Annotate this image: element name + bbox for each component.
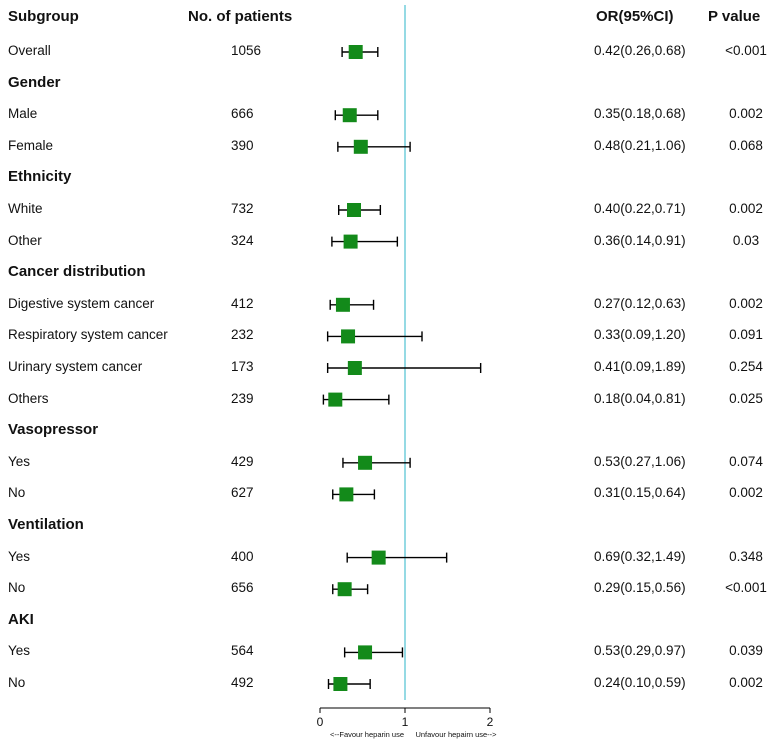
row-patients: 656 — [231, 580, 254, 596]
row-patients: 492 — [231, 675, 254, 690]
row-patients: 390 — [231, 137, 254, 153]
header-or: OR(95%CI) — [596, 8, 674, 25]
row-patients: 232 — [231, 327, 254, 343]
or-marker — [333, 677, 348, 691]
row-pvalue: 0.03 — [732, 232, 760, 248]
unfavour-note: Unfavour hepairn use--> — [415, 730, 497, 739]
row-or-ci: 0.53(0.27,1.06) — [594, 453, 686, 469]
row-label: Yes — [8, 548, 31, 564]
row-patients: 666 — [231, 106, 254, 122]
row-or-ci: 0.36(0.14,0.91) — [594, 232, 686, 248]
or-marker — [371, 550, 386, 565]
or-marker — [348, 45, 363, 59]
group-label: Ventilation — [8, 516, 84, 533]
or-marker — [353, 139, 368, 154]
row-label: White — [8, 201, 43, 216]
row-patients: 239 — [231, 390, 254, 406]
row-or-ci: 0.42(0.26,0.68) — [594, 43, 686, 58]
or-marker — [342, 108, 357, 123]
row-or-ci: 0.31(0.15,0.64) — [594, 485, 686, 501]
row-or-ci: 0.53(0.29,0.97) — [594, 643, 686, 659]
row-patients: 324 — [231, 232, 254, 248]
row-pvalue: <0.001 — [725, 43, 767, 58]
group-label: AKI — [8, 610, 34, 628]
row-pvalue: 0.002 — [729, 485, 763, 501]
row-label: Urinary system cancer — [8, 359, 143, 374]
row-pvalue: 0.025 — [729, 390, 763, 406]
group-label: Cancer distribution — [8, 263, 146, 281]
row-label: Digestive system cancer — [8, 295, 155, 311]
row-patients: 173 — [231, 359, 254, 374]
header-pvalue: P value — [708, 8, 761, 25]
row-or-ci: 0.35(0.18,0.68) — [594, 106, 686, 122]
row-or-ci: 0.18(0.04,0.81) — [594, 390, 686, 406]
row-patients: 1056 — [231, 43, 262, 58]
x-tick-label: 1 — [402, 715, 409, 729]
row-patients: 429 — [231, 453, 254, 469]
row-or-ci: 0.24(0.10,0.59) — [594, 675, 686, 690]
favour-note: <--Favour heparin use — [330, 730, 404, 739]
group-label: Gender — [8, 73, 61, 91]
row-patients: 732 — [231, 201, 254, 216]
row-or-ci: 0.40(0.22,0.71) — [594, 201, 686, 216]
row-or-ci: 0.27(0.12,0.63) — [594, 295, 686, 311]
x-tick-label: 2 — [487, 715, 494, 729]
row-label: No — [8, 485, 26, 501]
row-pvalue: 0.002 — [729, 295, 763, 311]
or-marker — [339, 487, 354, 502]
row-patients: 400 — [231, 548, 254, 564]
row-label: No — [8, 580, 26, 596]
row-label: Other — [8, 232, 42, 248]
row-label: Female — [8, 137, 54, 153]
row-label: Overall — [8, 43, 51, 58]
row-pvalue: 0.074 — [729, 453, 763, 469]
or-marker — [335, 297, 350, 312]
or-marker — [343, 234, 358, 249]
row-patients: 627 — [231, 485, 254, 501]
row-or-ci: 0.41(0.09,1.89) — [594, 359, 686, 374]
row-pvalue: 0.068 — [729, 137, 763, 153]
row-or-ci: 0.29(0.15,0.56) — [594, 580, 686, 596]
or-marker — [328, 392, 343, 407]
or-marker — [347, 361, 362, 375]
row-pvalue: 0.039 — [729, 643, 763, 659]
row-label: Others — [8, 390, 49, 406]
row-pvalue: 0.002 — [729, 675, 763, 690]
row-or-ci: 0.69(0.32,1.49) — [594, 548, 686, 564]
group-label: Ethnicity — [8, 168, 72, 186]
or-marker — [347, 203, 361, 217]
or-marker — [337, 582, 352, 597]
header-subgroup: Subgroup — [8, 8, 79, 25]
row-label: No — [8, 675, 26, 690]
row-pvalue: 0.091 — [729, 327, 763, 343]
group-label: Vasopressor — [8, 421, 99, 439]
row-or-ci: 0.33(0.09,1.20) — [594, 327, 686, 343]
row-patients: 564 — [231, 643, 254, 659]
row-pvalue: 0.002 — [729, 201, 763, 216]
row-pvalue: 0.254 — [729, 359, 763, 374]
row-pvalue: <0.001 — [725, 580, 767, 596]
row-label: Male — [8, 106, 38, 122]
row-label: Yes — [8, 643, 31, 659]
row-patients: 412 — [231, 295, 254, 311]
row-pvalue: 0.002 — [729, 106, 763, 122]
or-marker — [358, 455, 373, 470]
row-label: Respiratory system cancer — [8, 327, 168, 343]
row-pvalue: 0.348 — [729, 548, 763, 564]
x-tick-label: 0 — [317, 715, 324, 729]
or-marker — [341, 329, 356, 344]
header-patients: No. of patients — [188, 8, 293, 25]
row-or-ci: 0.48(0.21,1.06) — [594, 137, 686, 153]
or-marker — [358, 645, 373, 660]
row-label: Yes — [8, 453, 31, 469]
